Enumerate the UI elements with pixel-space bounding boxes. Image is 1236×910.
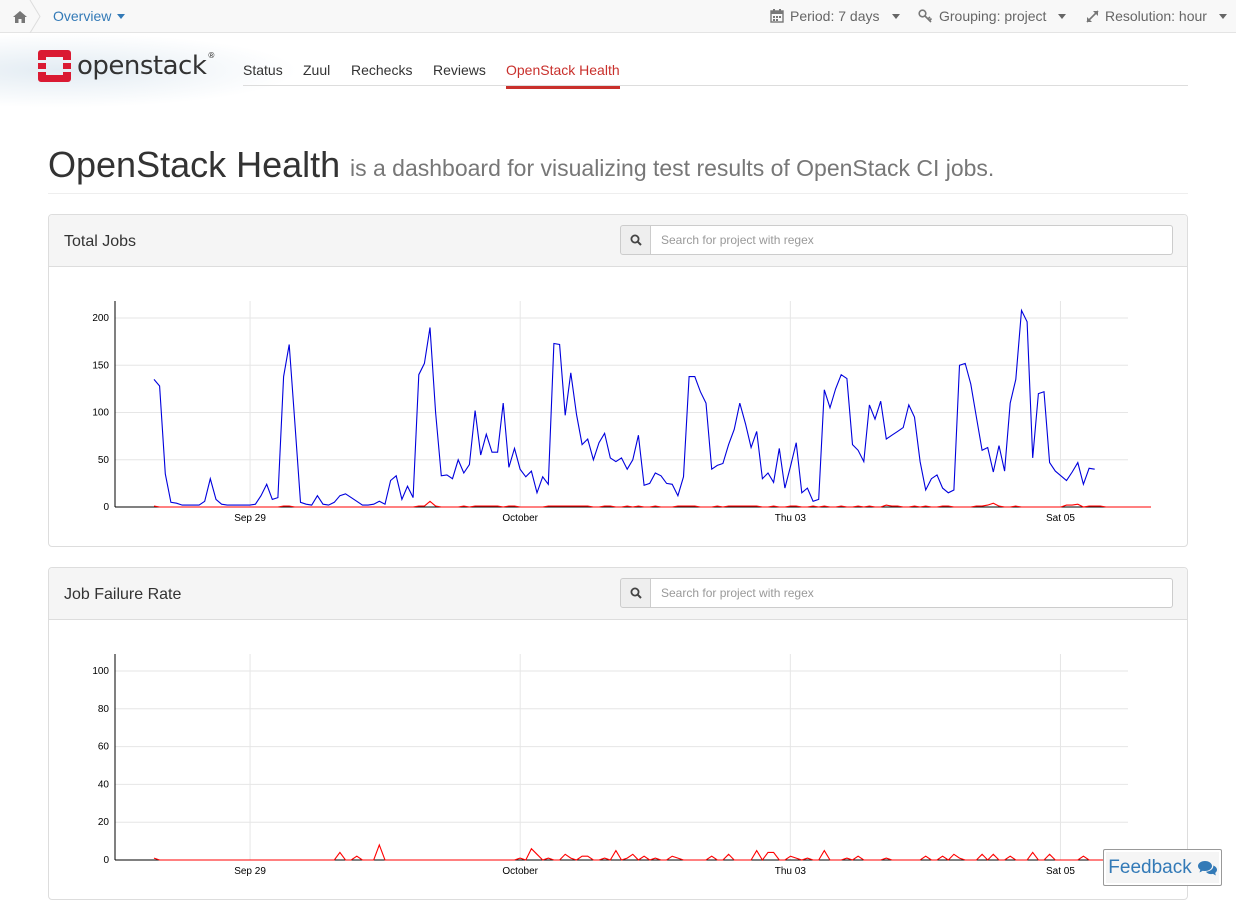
series-line-0 bbox=[153, 308, 1095, 506]
feedback-button[interactable]: Feedback bbox=[1103, 849, 1222, 886]
overview-dropdown[interactable]: Overview bbox=[53, 8, 126, 24]
caret-down-icon bbox=[891, 13, 900, 19]
home-icon bbox=[13, 10, 27, 23]
brand-name: openstack® bbox=[77, 51, 215, 81]
openstack-logo[interactable]: openstack® bbox=[38, 50, 215, 82]
nav-reviews[interactable]: Reviews bbox=[433, 62, 486, 78]
series-line-1 bbox=[153, 500, 1151, 508]
main-nav: Status Zuul Rechecks Reviews OpenStack H… bbox=[243, 55, 1188, 89]
y-tick-label: 60 bbox=[98, 742, 110, 753]
top-bar: Overview Period: 7 days Grouping: projec… bbox=[0, 0, 1236, 33]
series-line-0 bbox=[153, 843, 1187, 861]
caret-down-icon bbox=[1218, 13, 1227, 19]
x-tick-label: October bbox=[502, 866, 538, 877]
failure-rate-chart: Sep 29 October Thu 03 Sat 05 0 20 40 60 80 100 bbox=[92, 654, 1187, 877]
y-tick-label: 100 bbox=[92, 408, 109, 419]
x-tick-label: Sep 29 bbox=[234, 866, 266, 877]
panel-heading: Job Failure Rate bbox=[49, 568, 1187, 620]
resolution-label: Resolution: hour bbox=[1105, 8, 1207, 24]
search-input[interactable] bbox=[651, 578, 1173, 608]
calendar-icon bbox=[770, 9, 784, 23]
x-tick-label: Sat 05 bbox=[1046, 513, 1075, 524]
page-subtitle: is a dashboard for visualizing test resu… bbox=[350, 155, 995, 181]
period-dropdown[interactable]: Period: 7 days bbox=[770, 8, 900, 24]
breadcrumb-separator bbox=[29, 0, 41, 33]
nav-status[interactable]: Status bbox=[243, 62, 283, 78]
y-tick-label: 200 bbox=[92, 313, 109, 324]
y-tick-label: 50 bbox=[98, 455, 110, 466]
project-search bbox=[620, 225, 1173, 255]
overview-label: Overview bbox=[53, 8, 112, 24]
caret-down-icon bbox=[1058, 13, 1067, 19]
total-jobs-chart: Sep 29 October Thu 03 Sat 05 0 50 100 150 200 bbox=[92, 301, 1151, 524]
search-icon bbox=[630, 234, 642, 246]
period-label: Period: 7 days bbox=[790, 8, 880, 24]
x-tick-label: Sep 29 bbox=[234, 513, 266, 524]
failure-rate-panel: Job Failure Rate Sep 29 October Thu 03 Sat … bbox=[48, 567, 1188, 900]
grouping-label: Grouping: project bbox=[939, 8, 1047, 24]
x-tick-label: Sat 05 bbox=[1046, 866, 1075, 877]
nav-openstack-health[interactable]: OpenStack Health bbox=[506, 62, 620, 89]
caret-down-icon bbox=[117, 13, 126, 19]
panel-heading: Total Jobs bbox=[49, 215, 1187, 267]
expand-icon bbox=[1086, 9, 1099, 23]
key-icon bbox=[918, 9, 933, 23]
title-divider bbox=[48, 193, 1188, 194]
search-icon bbox=[630, 587, 642, 599]
nav-rechecks[interactable]: Rechecks bbox=[351, 62, 413, 78]
x-tick-label: Thu 03 bbox=[775, 866, 807, 877]
grouping-dropdown[interactable]: Grouping: project bbox=[918, 8, 1067, 24]
openstack-logo-icon bbox=[38, 50, 71, 82]
header-background bbox=[0, 33, 300, 108]
panel-title: Job Failure Rate bbox=[64, 586, 182, 603]
home-button[interactable] bbox=[0, 0, 40, 33]
resolution-dropdown[interactable]: Resolution: hour bbox=[1086, 8, 1227, 24]
project-search bbox=[620, 578, 1173, 608]
nav-zuul[interactable]: Zuul bbox=[303, 62, 331, 78]
panel-title: Total Jobs bbox=[64, 233, 137, 250]
search-input[interactable] bbox=[651, 225, 1173, 255]
search-button[interactable] bbox=[620, 578, 651, 608]
y-tick-label: 0 bbox=[103, 855, 109, 866]
page-title: OpenStack Health bbox=[48, 144, 341, 185]
y-tick-label: 20 bbox=[98, 817, 110, 828]
y-tick-label: 80 bbox=[98, 704, 110, 715]
x-tick-label: October bbox=[502, 513, 538, 524]
search-button[interactable] bbox=[620, 225, 651, 255]
y-tick-label: 100 bbox=[92, 666, 109, 677]
y-tick-label: 0 bbox=[103, 502, 109, 513]
y-tick-label: 40 bbox=[98, 779, 110, 790]
y-tick-label: 150 bbox=[92, 360, 109, 371]
comments-icon bbox=[1197, 860, 1217, 875]
feedback-label: Feedback bbox=[1108, 856, 1192, 878]
total-jobs-panel: Total Jobs Sep 29 October Thu 03 Sat 05 0 50 1… bbox=[48, 214, 1188, 547]
x-tick-label: Thu 03 bbox=[775, 513, 807, 524]
